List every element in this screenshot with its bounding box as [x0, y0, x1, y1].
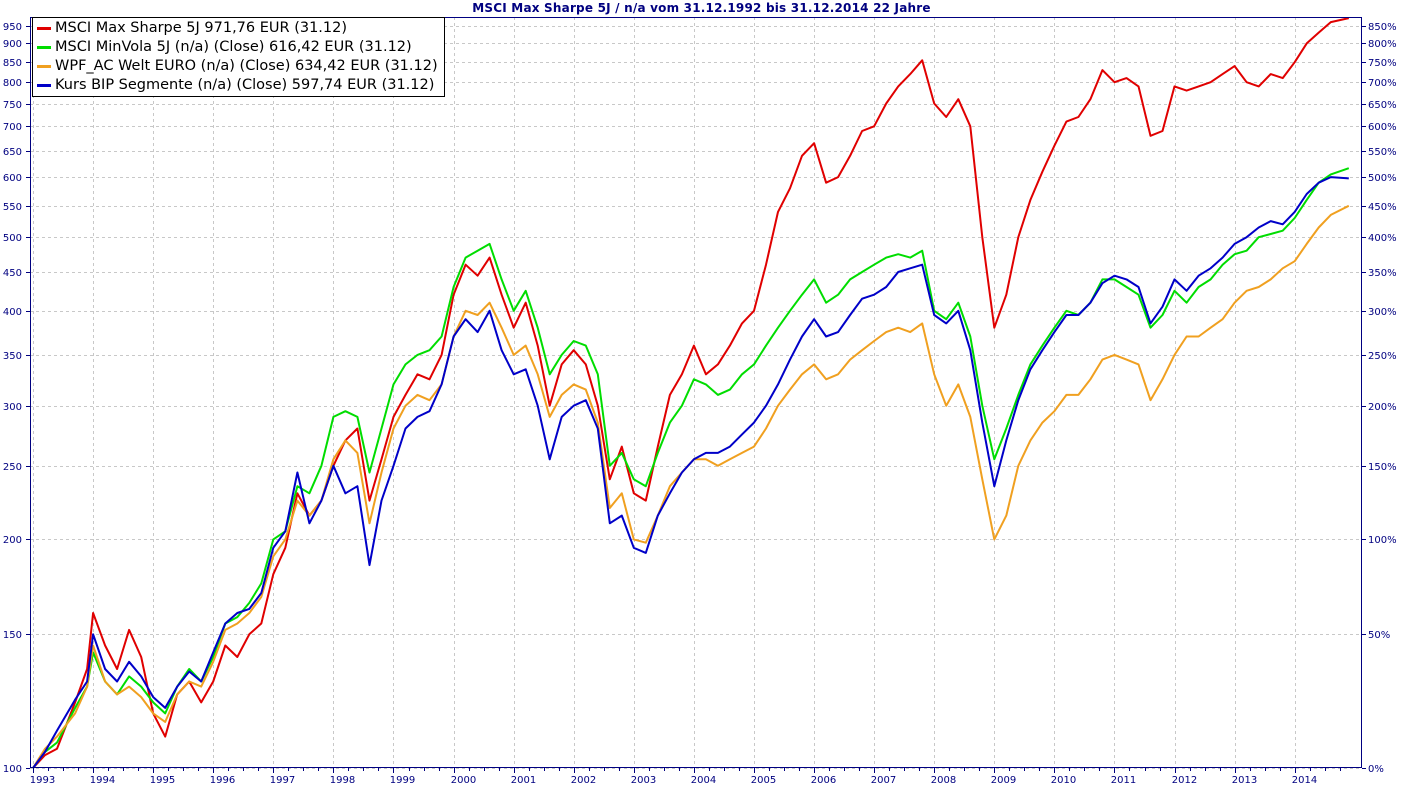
x-tick-label: 2007 [871, 775, 896, 786]
y-tick-label-right: 750% [1368, 58, 1397, 69]
legend-item: MSCI MinVola 5J (n/a) (Close) 616,42 EUR… [37, 38, 438, 57]
y-tick-label-left: 850 [3, 58, 22, 69]
series-line-2 [32, 167, 1350, 769]
y-tick-label-left: 450 [3, 268, 22, 279]
y-tick-label-left: 350 [3, 351, 22, 362]
x-tick-label: 1993 [30, 775, 55, 786]
x-tick-label: 2002 [571, 775, 596, 786]
y-tick-label-right: 400% [1368, 233, 1397, 244]
x-tick-label: 2013 [1232, 775, 1257, 786]
plot-background [30, 17, 1362, 768]
y-tick-label-right: 700% [1368, 78, 1397, 89]
x-tick-label: 2008 [931, 775, 956, 786]
legend-swatch [37, 27, 51, 30]
y-tick-label-left: 100 [3, 764, 22, 775]
legend-item: Kurs BIP Segmente (n/a) (Close) 597,74 E… [37, 76, 438, 95]
y-tick-label-left: 200 [3, 535, 22, 546]
x-tick-label: 2011 [1111, 775, 1136, 786]
y-tick-label-left: 250 [3, 462, 22, 473]
y-tick-label-right: 500% [1368, 173, 1397, 184]
y-tick-label-right: 600% [1368, 122, 1397, 133]
x-tick-label: 2009 [991, 775, 1016, 786]
legend-label: MSCI MinVola 5J (n/a) (Close) 616,42 EUR… [55, 39, 412, 55]
legend-swatch [37, 46, 51, 49]
y-tick-label-right: 300% [1368, 307, 1397, 318]
y-tick-label-right: 0% [1368, 764, 1384, 775]
y-tick-label-left: 550 [3, 202, 22, 213]
legend-label: WPF_AC Welt EURO (n/a) (Close) 634,42 EU… [55, 58, 438, 74]
y-tick-label-right: 150% [1368, 462, 1397, 473]
series-line-4 [32, 176, 1349, 769]
x-tick-label: 2006 [811, 775, 836, 786]
x-tick-label: 2003 [631, 775, 656, 786]
x-tick-label: 1997 [270, 775, 295, 786]
x-tick-label: 1996 [210, 775, 235, 786]
y-tick-label-right: 350% [1368, 268, 1397, 279]
y-tick-label-left: 800 [3, 78, 22, 89]
y-tick-label-right: 800% [1368, 39, 1397, 50]
legend-label: MSCI Max Sharpe 5J 971,76 EUR (31.12) [55, 20, 348, 36]
x-tick-label: 2014 [1292, 775, 1317, 786]
y-tick-label-left: 300 [3, 402, 22, 413]
legend-item: MSCI Max Sharpe 5J 971,76 EUR (31.12) [37, 19, 438, 38]
x-tick-label: 2001 [511, 775, 536, 786]
x-tick-label: 1999 [390, 775, 415, 786]
y-tick-label-right: 650% [1368, 100, 1397, 111]
y-tick-label-left: 500 [3, 233, 22, 244]
x-tick-label: 1994 [90, 775, 115, 786]
chart-title: MSCI Max Sharpe 5J / n/a vom 31.12.1992 … [472, 1, 931, 15]
x-tick-label: 2010 [1051, 775, 1076, 786]
y-tick-label-left: 600 [3, 173, 22, 184]
y-tick-label-left: 900 [3, 39, 22, 50]
y-tick-label-right: 550% [1368, 147, 1397, 158]
legend-label: Kurs BIP Segmente (n/a) (Close) 597,74 E… [55, 77, 435, 93]
legend-item: WPF_AC Welt EURO (n/a) (Close) 634,42 EU… [37, 57, 438, 76]
plot-border [30, 17, 1362, 768]
x-tick-label: 2005 [751, 775, 776, 786]
x-tick-label: 2004 [691, 775, 716, 786]
series-line-1 [32, 17, 1350, 769]
y-tick-label-right: 50% [1368, 630, 1390, 641]
x-tick-label: 1998 [330, 775, 355, 786]
y-tick-label-left: 950 [3, 22, 22, 33]
legend: MSCI Max Sharpe 5J 971,76 EUR (31.12) MSC… [32, 17, 445, 97]
x-tick-label: 2000 [451, 775, 476, 786]
y-tick-label-left: 700 [3, 122, 22, 133]
legend-swatch [37, 65, 51, 68]
y-tick-label-left: 400 [3, 307, 22, 318]
y-tick-label-right: 450% [1368, 202, 1397, 213]
y-tick-label-right: 250% [1368, 351, 1397, 362]
y-tick-label-right: 850% [1368, 22, 1397, 33]
y-tick-label-left: 750 [3, 100, 22, 111]
x-tick-label: 1995 [150, 775, 175, 786]
legend-swatch [37, 84, 51, 87]
y-tick-label-left: 150 [3, 630, 22, 641]
y-tick-label-right: 200% [1368, 402, 1397, 413]
x-tick-label: 2012 [1172, 775, 1197, 786]
y-tick-label-right: 100% [1368, 535, 1397, 546]
y-tick-label-left: 650 [3, 147, 22, 158]
